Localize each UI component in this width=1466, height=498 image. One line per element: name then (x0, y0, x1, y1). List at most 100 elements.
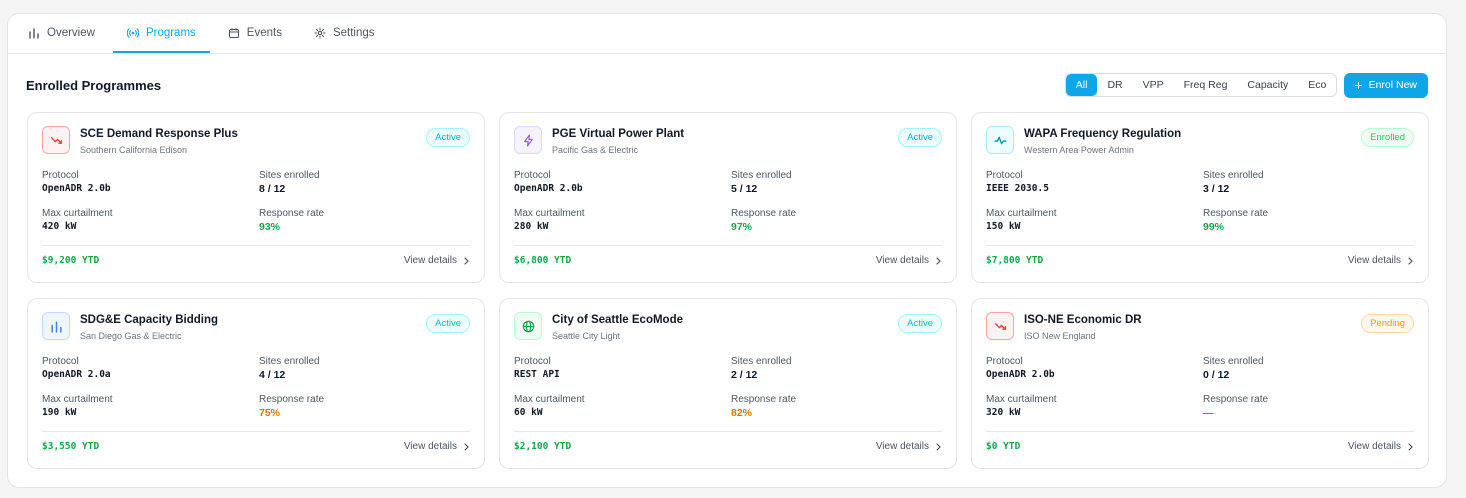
protocol-value: OpenADR 2.0b (42, 183, 111, 194)
response-value: 93% (259, 221, 281, 233)
view-details-link[interactable]: View details (1348, 255, 1414, 266)
card-divider (514, 245, 942, 246)
sites-value: 2 / 12 (731, 369, 758, 381)
view-details-label: View details (1347, 255, 1401, 266)
ytd-earnings: $3,550 YTD (42, 441, 100, 452)
filter-vpp[interactable]: VPP (1142, 79, 1164, 91)
response-stat: Response rate 75% (259, 394, 470, 419)
header-actions: All DR VPP Freq Reg Capacity Eco + Enrol New (1064, 72, 1428, 98)
pulse-icon (986, 126, 1014, 154)
chevron-right-icon (1407, 256, 1414, 265)
sites-value: 0 / 12 (1203, 369, 1230, 381)
utility-name: San Diego Gas & Electric (80, 331, 182, 341)
tab-label: Settings (332, 26, 375, 39)
protocol-value: IEEE 2030.5 (986, 183, 1049, 194)
tab-settings[interactable]: Settings (300, 14, 389, 53)
ytd-earnings: $0 YTD (986, 441, 1021, 452)
program-name: City of Seattle EcoMode (552, 314, 683, 326)
status-badge: Active (426, 314, 470, 333)
programs-panel: Overview Programs Events Settings Enrolled … (7, 13, 1447, 488)
sites-stat: Sites enrolled 5 / 12 (731, 170, 942, 195)
status-badge: Active (898, 128, 942, 147)
tab-overview[interactable]: Overview (14, 14, 109, 53)
sites-label: Sites enrolled (259, 356, 320, 367)
view-details-link[interactable]: View details (876, 255, 942, 266)
curtailment-stat: Max curtailment 420 kW (42, 208, 259, 233)
filter-capacity[interactable]: Capacity (1247, 79, 1289, 91)
program-card[interactable]: SDG&E Capacity Bidding San Diego Gas & E… (27, 298, 485, 469)
filter-dr[interactable]: DR (1107, 79, 1123, 91)
gear-icon (314, 26, 326, 39)
program-card[interactable]: PGE Virtual Power Plant Pacific Gas & El… (499, 112, 957, 283)
response-label: Response rate (731, 208, 797, 219)
page-title: Enrolled Programmes (26, 77, 162, 93)
enrol-new-button[interactable]: + Enrol New (1344, 72, 1428, 98)
chevron-right-icon (935, 256, 942, 265)
program-card[interactable]: ISO-NE Economic DR ISO New England Pendi… (971, 298, 1429, 469)
view-details-link[interactable]: View details (404, 255, 470, 266)
curtailment-stat: Max curtailment 150 kW (986, 208, 1203, 233)
protocol-label: Protocol (986, 170, 1023, 181)
chevron-right-icon (935, 442, 942, 451)
view-details-link[interactable]: View details (1348, 441, 1414, 452)
response-value: 82% (731, 407, 753, 419)
protocol-stat: Protocol OpenADR 2.0b (42, 170, 259, 195)
response-value: — (1203, 407, 1214, 419)
sites-value: 5 / 12 (731, 183, 758, 195)
view-details-link[interactable]: View details (876, 441, 942, 452)
utility-name: ISO New England (1024, 331, 1096, 341)
curtailment-label: Max curtailment (514, 394, 585, 405)
tab-bar: Overview Programs Events Settings (8, 14, 1446, 54)
filter-all[interactable]: All (1065, 74, 1098, 96)
status-badge: Active (898, 314, 942, 333)
curtailment-label: Max curtailment (986, 394, 1057, 405)
curtailment-value: 60 kW (514, 407, 543, 418)
protocol-label: Protocol (986, 356, 1023, 367)
curtailment-stat: Max curtailment 320 kW (986, 394, 1203, 419)
utility-name: Seattle City Light (552, 331, 621, 341)
sites-stat: Sites enrolled 3 / 12 (1203, 170, 1414, 195)
program-card[interactable]: WAPA Frequency Regulation Western Area P… (971, 112, 1429, 283)
bar-chart-icon (42, 312, 70, 340)
tab-label: Programs (145, 26, 196, 39)
program-name: WAPA Frequency Regulation (1024, 128, 1182, 140)
card-divider (986, 431, 1414, 432)
protocol-stat: Protocol OpenADR 2.0b (986, 356, 1203, 381)
sites-label: Sites enrolled (1203, 356, 1264, 367)
utility-name: Pacific Gas & Electric (552, 145, 639, 155)
program-stats: Protocol IEEE 2030.5 Sites enrolled 3 / … (986, 170, 1414, 233)
curtailment-label: Max curtailment (42, 208, 113, 219)
filter-eco[interactable]: Eco (1308, 79, 1327, 91)
program-stats: Protocol REST API Sites enrolled 2 / 12 … (514, 356, 942, 419)
program-stats: Protocol OpenADR 2.0b Sites enrolled 0 /… (986, 356, 1414, 419)
curtailment-value: 280 kW (514, 221, 549, 232)
protocol-stat: Protocol IEEE 2030.5 (986, 170, 1203, 195)
response-value: 75% (259, 407, 281, 419)
protocol-value: OpenADR 2.0a (42, 369, 111, 380)
view-details-link[interactable]: View details (404, 441, 470, 452)
program-name: ISO-NE Economic DR (1024, 314, 1142, 326)
response-label: Response rate (259, 394, 325, 405)
tab-programs[interactable]: Programs (112, 14, 210, 53)
card-header: SDG&E Capacity Bidding San Diego Gas & E… (42, 312, 470, 344)
curtailment-stat: Max curtailment 190 kW (42, 394, 259, 419)
status-badge: Enrolled (1361, 128, 1414, 147)
sites-label: Sites enrolled (731, 170, 792, 181)
program-name: SDG&E Capacity Bidding (80, 314, 219, 326)
protocol-value: OpenADR 2.0b (986, 369, 1055, 380)
curtailment-value: 190 kW (42, 407, 77, 418)
protocol-stat: Protocol REST API (514, 356, 731, 381)
response-value: 99% (1203, 221, 1225, 233)
protocol-label: Protocol (42, 356, 79, 367)
ytd-earnings: $2,100 YTD (514, 441, 572, 452)
program-card-grid: SCE Demand Response Plus Southern Califo… (27, 112, 1429, 469)
program-card[interactable]: SCE Demand Response Plus Southern Califo… (27, 112, 485, 283)
curtailment-value: 320 kW (986, 407, 1021, 418)
tab-label: Events (246, 26, 282, 39)
chevron-right-icon (463, 256, 470, 265)
enrol-new-label: Enrol New (1368, 79, 1417, 91)
filter-freq-reg[interactable]: Freq Reg (1183, 79, 1228, 91)
tab-events[interactable]: Events (214, 14, 296, 53)
program-card[interactable]: City of Seattle EcoMode Seattle City Lig… (499, 298, 957, 469)
broadcast-icon (126, 27, 139, 39)
